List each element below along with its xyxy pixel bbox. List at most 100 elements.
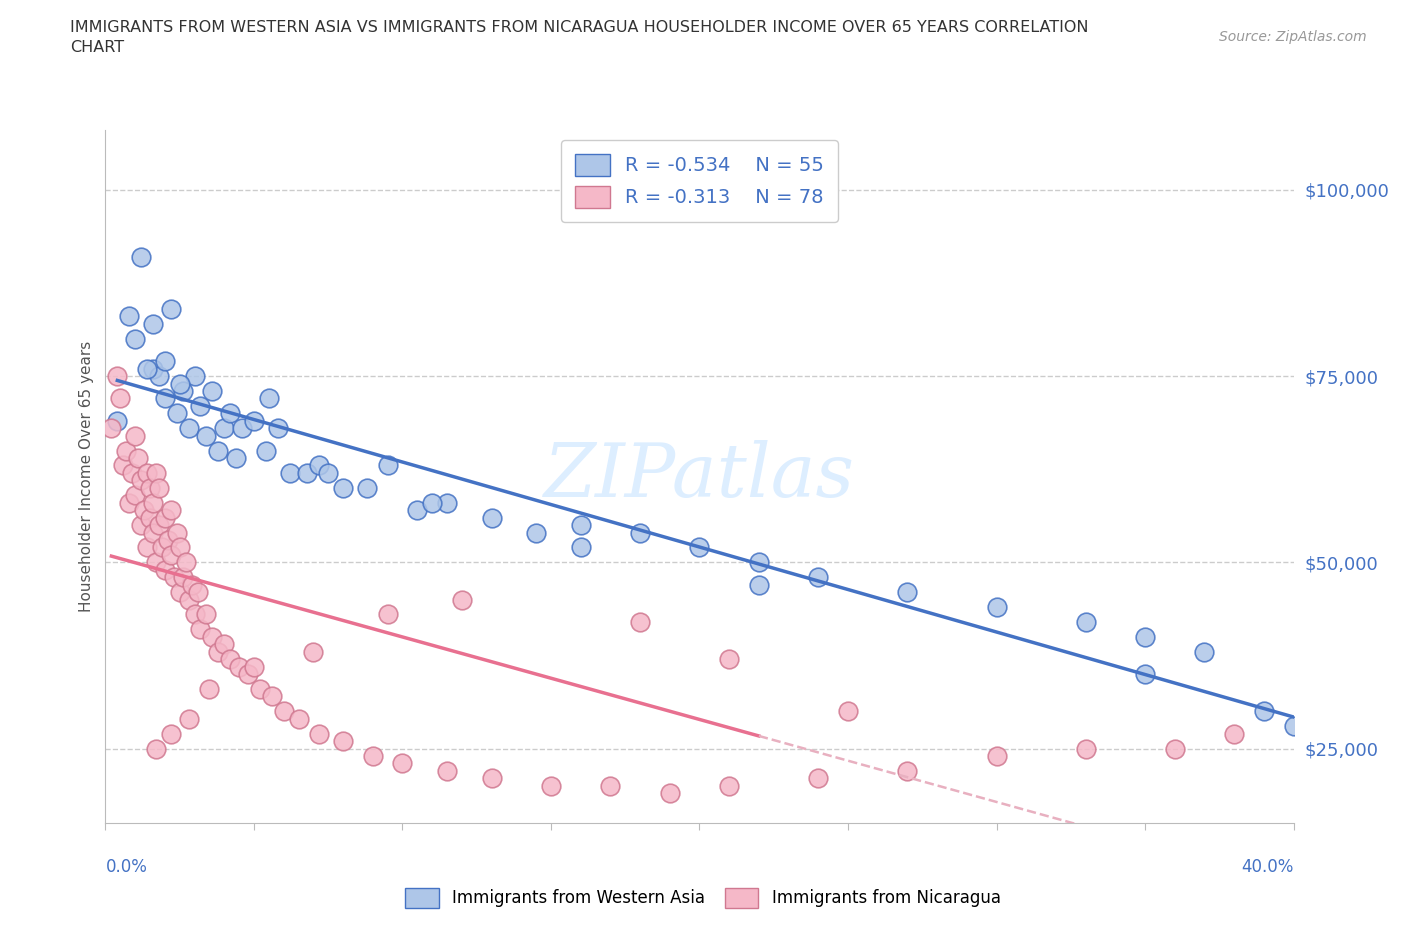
Point [278, 465, 301, 480]
Point [377, 607, 399, 622]
Point [308, 726, 330, 741]
Point [524, 525, 547, 540]
Point [145, 555, 167, 570]
Point [169, 376, 191, 391]
Point [169, 585, 191, 600]
Point [159, 548, 181, 563]
Point [287, 711, 309, 726]
Point [148, 481, 170, 496]
Text: Source: ZipAtlas.com: Source: ZipAtlas.com [1219, 30, 1367, 44]
Point [628, 615, 651, 630]
Point [332, 481, 354, 496]
Point [718, 778, 741, 793]
Point [718, 652, 741, 667]
Point [177, 592, 200, 607]
Point [142, 496, 165, 511]
Point [481, 511, 503, 525]
Point [172, 383, 194, 398]
Point [153, 353, 176, 368]
Point [243, 413, 266, 428]
Point [302, 644, 325, 659]
Point [1074, 615, 1097, 630]
Point [145, 465, 167, 480]
Point [105, 413, 128, 428]
Point [105, 368, 128, 383]
Point [807, 771, 830, 786]
Point [172, 570, 194, 585]
Point [177, 420, 200, 435]
Point [142, 361, 165, 376]
Point [377, 458, 399, 472]
Point [169, 540, 191, 555]
Point [139, 511, 162, 525]
Point [986, 749, 1008, 764]
Point [450, 592, 472, 607]
Point [1133, 667, 1156, 682]
Point [129, 518, 152, 533]
Point [159, 726, 181, 741]
Point [207, 443, 229, 458]
Point [214, 420, 236, 435]
Legend: Immigrants from Western Asia, Immigrants from Nicaragua: Immigrants from Western Asia, Immigrants… [399, 882, 1007, 914]
Point [225, 450, 247, 465]
Point [748, 555, 770, 570]
Point [136, 465, 159, 480]
Point [332, 734, 354, 749]
Point [142, 316, 165, 331]
Point [436, 496, 458, 511]
Point [1133, 630, 1156, 644]
Point [118, 496, 141, 511]
Point [148, 518, 170, 533]
Point [201, 630, 224, 644]
Point [132, 503, 155, 518]
Point [1074, 741, 1097, 756]
Point [127, 450, 149, 465]
Point [236, 667, 259, 682]
Point [153, 563, 176, 578]
Point [748, 578, 770, 592]
Point [297, 465, 319, 480]
Point [807, 570, 830, 585]
Point [156, 533, 179, 548]
Point [159, 301, 181, 316]
Point [129, 473, 152, 488]
Point [219, 652, 242, 667]
Point [186, 585, 208, 600]
Point [231, 420, 253, 435]
Point [658, 786, 681, 801]
Point [260, 689, 283, 704]
Point [1223, 726, 1246, 741]
Text: 40.0%: 40.0% [1241, 857, 1294, 876]
Point [599, 778, 621, 793]
Point [249, 682, 271, 697]
Point [190, 398, 212, 413]
Point [436, 764, 458, 778]
Point [254, 443, 277, 458]
Point [1164, 741, 1187, 756]
Point [896, 764, 918, 778]
Point [986, 600, 1008, 615]
Point [195, 428, 218, 443]
Text: CHART: CHART [70, 40, 124, 55]
Point [177, 711, 200, 726]
Point [142, 525, 165, 540]
Point [153, 391, 176, 405]
Point [356, 481, 378, 496]
Point [837, 704, 859, 719]
Point [124, 428, 146, 443]
Point [481, 771, 503, 786]
Point [153, 511, 176, 525]
Point [121, 465, 143, 480]
Point [118, 309, 141, 324]
Point [628, 525, 651, 540]
Point [110, 391, 132, 405]
Point [896, 585, 918, 600]
Point [201, 383, 224, 398]
Point [243, 659, 266, 674]
Point [139, 481, 162, 496]
Point [316, 465, 339, 480]
Text: 0.0%: 0.0% [105, 857, 148, 876]
Point [136, 361, 159, 376]
Point [136, 540, 159, 555]
Y-axis label: Householder Income Over 65 years: Householder Income Over 65 years [79, 341, 94, 612]
